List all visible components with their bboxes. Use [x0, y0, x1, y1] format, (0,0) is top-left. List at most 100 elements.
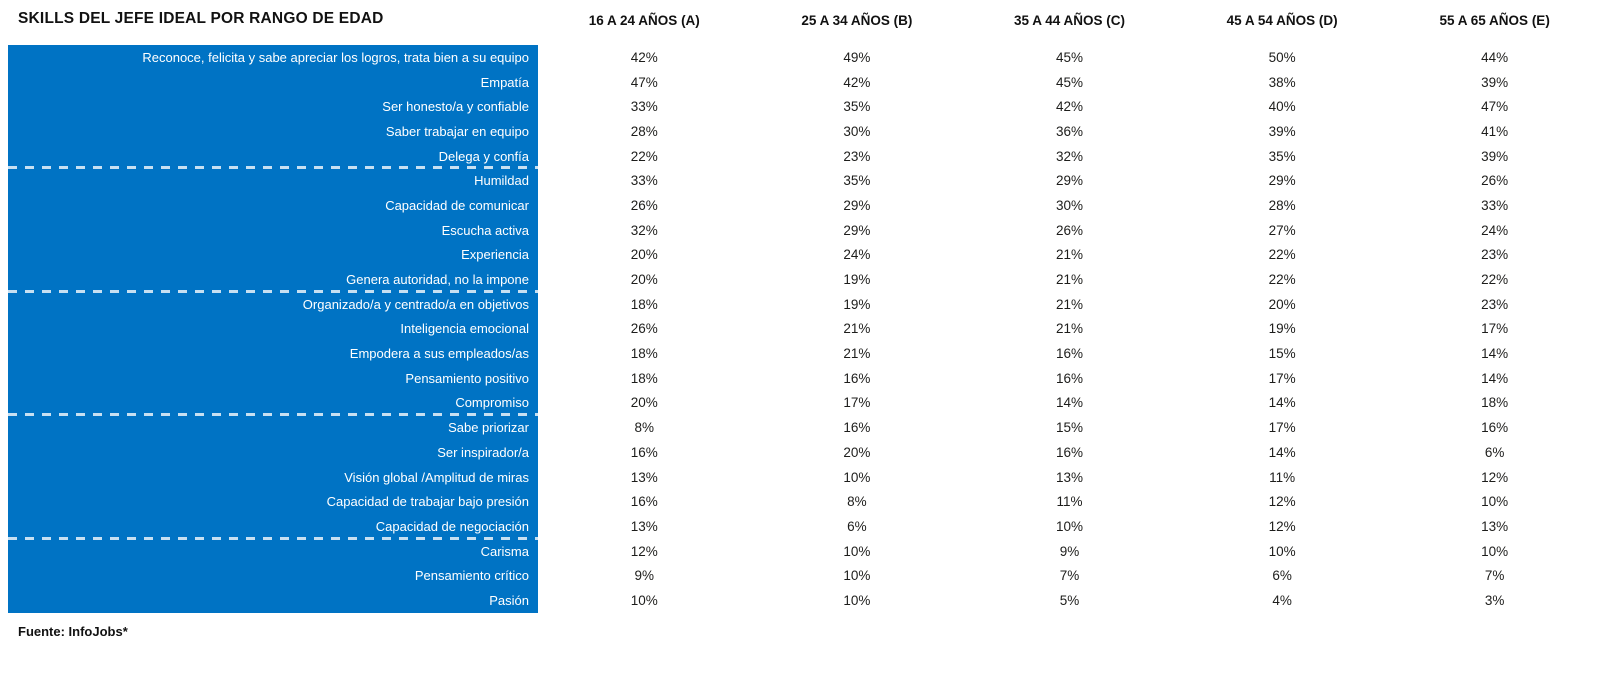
value-cell: 47%	[1481, 99, 1509, 115]
value-cell: 14%	[1481, 370, 1509, 386]
table-row: Organizado/a y centrado/a en objetivos 18…	[0, 291, 1605, 317]
value-cell: 18%	[630, 296, 658, 312]
value-cell: 11%	[1269, 469, 1296, 485]
value-cell: 13%	[1055, 469, 1083, 485]
value-cell: 10%	[843, 592, 871, 608]
skill-label: Delega y confía	[8, 143, 538, 169]
skill-label: Carisma	[8, 538, 538, 564]
value-cell: 42%	[1055, 99, 1083, 115]
skill-label: Genera autoridad, no la impone	[8, 267, 538, 292]
value-cell: 7%	[1059, 568, 1080, 584]
skill-label: Humildad	[8, 168, 538, 194]
value-cell: 19%	[843, 272, 871, 288]
value-cell: 42%	[843, 74, 871, 90]
value-cell: 10%	[843, 469, 871, 485]
value-cells: 16% 8% 11% 12% 10%	[538, 489, 1605, 514]
skill-label: Capacidad de negociación	[8, 514, 538, 539]
table-row: Inteligencia emocional 26% 21% 21% 19% 17%	[0, 316, 1605, 342]
column-header-d: 45 A 54 AÑOS (D)	[1226, 13, 1338, 28]
table-row: Visión global /Amplitud de miras 13% 10% 13…	[0, 464, 1605, 490]
value-cell: 15%	[1268, 346, 1296, 362]
value-cell: 12%	[1268, 518, 1296, 534]
value-cell: 16%	[1055, 370, 1083, 386]
value-cell: 6%	[1272, 568, 1292, 584]
value-cell: 5%	[1059, 592, 1080, 608]
skill-label: Pasión	[8, 588, 538, 613]
value-cell: 21%	[1055, 272, 1083, 288]
skill-label: Experiencia	[8, 242, 538, 268]
value-cell: 21%	[843, 346, 871, 362]
skill-label: Compromiso	[8, 390, 538, 416]
value-cell: 4%	[1272, 592, 1292, 608]
value-cell: 26%	[630, 321, 658, 337]
table-row: Ser honesto/a y confiable 33% 35% 42% 40% 47%	[0, 94, 1605, 120]
value-cells: 8% 16% 15% 17% 16%	[538, 415, 1605, 440]
table-row: Experiencia 20% 24% 21% 22% 23%	[0, 242, 1605, 268]
value-cell: 16%	[630, 494, 658, 510]
value-cell: 20%	[630, 395, 658, 411]
skill-label: Ser honesto/a y confiable	[8, 94, 538, 120]
skill-label: Reconoce, felicita y sabe apreciar los l…	[8, 45, 538, 70]
value-cell: 33%	[630, 99, 658, 115]
value-cell: 23%	[1481, 247, 1509, 263]
value-cell: 22%	[1268, 247, 1296, 263]
value-cell: 45%	[1055, 49, 1083, 65]
value-cell: 42%	[630, 49, 658, 65]
value-cell: 11%	[1056, 494, 1083, 510]
value-cell: 24%	[1481, 222, 1509, 238]
skill-label: Inteligencia emocional	[8, 316, 538, 342]
value-cell: 49%	[843, 49, 871, 65]
column-header-b: 25 A 34 AÑOS (B)	[801, 13, 913, 28]
value-cell: 22%	[1481, 272, 1509, 288]
value-cell: 6%	[1484, 444, 1505, 460]
value-cell: 10%	[630, 592, 658, 608]
value-cells: 22% 23% 32% 35% 39%	[538, 144, 1605, 169]
value-cell: 7%	[1484, 568, 1505, 584]
table-row: Delega y confía 22% 23% 32% 35% 39%	[0, 143, 1605, 169]
value-cell: 26%	[1055, 222, 1083, 238]
value-cell: 23%	[843, 148, 871, 164]
skill-label: Capacidad de comunicar	[8, 193, 538, 218]
value-cell: 26%	[1481, 173, 1509, 189]
table-row: Carisma 12% 10% 9% 10% 10%	[0, 538, 1605, 564]
value-cell: 14%	[1268, 444, 1296, 460]
value-cell: 14%	[1481, 346, 1509, 362]
value-cell: 21%	[843, 321, 871, 337]
value-cell: 41%	[1481, 123, 1509, 139]
value-cell: 10%	[843, 568, 871, 584]
skill-label: Capacidad de trabajar bajo presión	[8, 489, 538, 515]
table-row: Pensamiento crítico 9% 10% 7% 6% 7%	[0, 563, 1605, 589]
skill-label: Empodera a sus empleados/as	[8, 341, 538, 366]
value-cell: 16%	[630, 444, 658, 460]
value-cell: 8%	[847, 494, 867, 510]
value-cell: 36%	[1055, 123, 1083, 139]
table-row: Empatía 47% 42% 45% 38% 39%	[0, 69, 1605, 95]
value-cell: 28%	[630, 123, 658, 139]
table-row: Capacidad de trabajar bajo presión 16% 8% 1…	[0, 489, 1605, 515]
value-cell: 40%	[1268, 99, 1296, 115]
skill-label: Empatía	[8, 69, 538, 95]
value-cell: 26%	[630, 197, 658, 213]
skill-label: Pensamiento crítico	[8, 563, 538, 589]
column-header-a: 16 A 24 AÑOS (A)	[588, 13, 700, 28]
value-cell: 6%	[847, 518, 867, 534]
value-cells: 20% 19% 21% 22% 22%	[538, 267, 1605, 292]
skill-label: Ser inspirador/a	[8, 440, 538, 465]
table-row: Humildad 33% 35% 29% 29% 26%	[0, 168, 1605, 194]
value-cell: 10%	[1268, 543, 1296, 559]
value-cell: 9%	[1059, 543, 1080, 559]
skills-table: Reconoce, felicita y sabe apreciar los l…	[0, 45, 1605, 613]
value-cell: 30%	[843, 123, 871, 139]
value-cells: 28% 30% 36% 39% 41%	[538, 119, 1605, 144]
value-cell: 13%	[1481, 518, 1509, 534]
value-cell: 39%	[1268, 123, 1296, 139]
value-cell: 39%	[1481, 74, 1509, 90]
value-cells: 42% 49% 45% 50% 44%	[538, 45, 1605, 70]
value-cells: 9% 10% 7% 6% 7%	[538, 563, 1605, 588]
value-cell: 16%	[1055, 346, 1083, 362]
value-cell: 14%	[1055, 395, 1083, 411]
value-cell: 29%	[1268, 173, 1296, 189]
table-row: Pensamiento positivo 18% 16% 16% 17% 14%	[0, 365, 1605, 391]
value-cell: 10%	[1481, 543, 1509, 559]
skill-label: Organizado/a y centrado/a en objetivos	[8, 291, 538, 317]
